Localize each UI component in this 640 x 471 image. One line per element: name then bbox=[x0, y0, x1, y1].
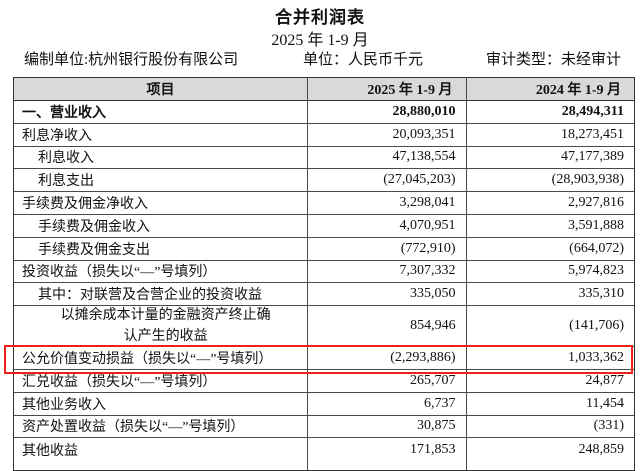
report-title: 合并利润表 bbox=[275, 8, 365, 27]
table-row: 手续费及佣金支出 (772,910) (664,072) bbox=[14, 237, 634, 261]
row-value-2024: (664,072) bbox=[465, 237, 634, 260]
row-value-2024: 11,454 bbox=[465, 392, 634, 415]
row-value-2025: (27,045,203) bbox=[307, 169, 465, 192]
table-row: 公允价值变动损益（损失以“—”号填列） (2,293,886) 1,033,36… bbox=[4, 345, 634, 374]
column-header-2025: 2025 年 1-9 月 bbox=[307, 78, 466, 100]
row-value-2024: 5,974,823 bbox=[465, 260, 634, 283]
row-value-2024: 1,033,362 bbox=[465, 347, 634, 369]
row-value-2024: 24,877 bbox=[465, 369, 634, 392]
row-value-2024: 2,927,816 bbox=[465, 192, 634, 214]
row-value-2025: 28,880,010 bbox=[307, 101, 466, 123]
row-label: 其中：对联营及合营企业的投资收益 bbox=[38, 288, 262, 304]
row-value-2025: 265,707 bbox=[307, 369, 466, 392]
row-label: 手续费及佣金净收入 bbox=[22, 197, 148, 213]
cutoff-row-value-2025 bbox=[307, 461, 466, 471]
table-row: 投资收益（损失以“—”号填列） 7,307,332 5,974,823 bbox=[14, 260, 634, 284]
row-value-2025: 3,298,041 bbox=[307, 192, 466, 214]
row-label: 手续费及佣金支出 bbox=[38, 242, 150, 258]
row-value-2025: 47,138,554 bbox=[307, 146, 465, 169]
column-header-2024: 2024 年 1-9 月 bbox=[465, 78, 634, 100]
prepared-by-label: 编制单位:杭州银行股份有限公司 bbox=[24, 52, 239, 68]
row-label: 其他业务收入 bbox=[22, 397, 106, 413]
row-value-2025: 7,307,332 bbox=[307, 260, 466, 283]
cutoff-row bbox=[14, 461, 634, 471]
row-value-2024: (141,706) bbox=[465, 306, 634, 347]
row-label: 其他收益 bbox=[22, 443, 78, 459]
cutoff-row-value-2024 bbox=[465, 461, 634, 471]
row-value-2024: (331) bbox=[465, 415, 634, 438]
column-header-item: 项目 bbox=[146, 83, 175, 98]
row-label: 一、营业收入 bbox=[22, 105, 106, 121]
table-row: 以摊余成本计量的金融资产终止确认产生的收益 854,946 (141,706) bbox=[14, 306, 634, 348]
row-value-2025: (2,293,886) bbox=[307, 347, 466, 369]
table-row: 其他收益 171,853 248,859 bbox=[14, 438, 634, 462]
row-value-2024: (28,903,938) bbox=[465, 169, 634, 192]
row-value-2025: 30,875 bbox=[307, 415, 466, 438]
audit-type-label: 审计类型：未经审计 bbox=[486, 52, 622, 68]
table-row: 手续费及佣金净收入 3,298,041 2,927,816 bbox=[14, 192, 634, 215]
row-label: 资产处置收益（损失以“—”号填列） bbox=[22, 420, 245, 436]
row-label: 以摊余成本计量的金融资产终止确认产生的收益 bbox=[60, 308, 271, 345]
row-value-2025: 171,853 bbox=[307, 438, 466, 462]
row-value-2024: 18,273,451 bbox=[465, 123, 634, 146]
row-value-2025: 6,737 bbox=[307, 392, 466, 415]
cutoff-row-label bbox=[14, 461, 307, 470]
row-label: 利息净收入 bbox=[22, 128, 92, 144]
row-value-2025: (772,910) bbox=[307, 237, 465, 260]
table-row: 其他业务收入 6,737 11,454 bbox=[14, 392, 634, 416]
row-label: 投资收益（损失以“—”号填列） bbox=[22, 265, 217, 281]
row-label: 公允价值变动损益（损失以“—”号填列） bbox=[22, 352, 273, 368]
table-row: 利息支出 (27,045,203) (28,903,938) bbox=[14, 169, 634, 193]
meta-row: 编制单位:杭州银行股份有限公司 单位：人民币千元 审计类型：未经审计 bbox=[0, 48, 640, 68]
table-row: 其中：对联营及合营企业的投资收益 335,050 335,310 bbox=[14, 283, 634, 307]
row-value-2024: 3,591,888 bbox=[465, 214, 634, 237]
row-value-2025: 4,070,951 bbox=[307, 214, 465, 237]
table-header-row: 项目 2025 年 1-9 月 2024 年 1-9 月 bbox=[14, 78, 634, 101]
row-label: 利息收入 bbox=[38, 151, 94, 167]
currency-unit-label: 单位：人民币千元 bbox=[303, 52, 424, 68]
table-row: 利息收入 47,138,554 47,177,389 bbox=[14, 146, 634, 170]
report-period: 2025 年 1-9 月 bbox=[271, 32, 369, 49]
row-value-2024: 248,859 bbox=[465, 438, 634, 462]
table-row: 利息净收入 20,093,351 18,273,451 bbox=[14, 123, 634, 147]
row-value-2025: 854,946 bbox=[307, 306, 465, 347]
table-body: 一、营业收入 28,880,010 28,494,311 利息净收入 20,09… bbox=[4, 101, 634, 462]
table-row: 一、营业收入 28,880,010 28,494,311 bbox=[14, 101, 634, 124]
row-label: 手续费及佣金收入 bbox=[38, 219, 150, 235]
income-statement-table: 项目 2025 年 1-9 月 2024 年 1-9 月 一、营业收入 28,8… bbox=[4, 77, 635, 471]
row-value-2025: 20,093,351 bbox=[307, 123, 466, 146]
row-value-2024: 28,494,311 bbox=[465, 101, 634, 123]
row-label: 利息支出 bbox=[38, 174, 94, 190]
row-label: 汇兑收益（损失以“—”号填列） bbox=[22, 374, 217, 390]
table-row: 汇兑收益（损失以“—”号填列） 265,707 24,877 bbox=[14, 369, 634, 393]
row-value-2024: 47,177,389 bbox=[465, 146, 634, 169]
row-value-2025: 335,050 bbox=[307, 283, 465, 306]
table-row: 资产处置收益（损失以“—”号填列） 30,875 (331) bbox=[14, 415, 634, 439]
table-row: 手续费及佣金收入 4,070,951 3,591,888 bbox=[14, 214, 634, 238]
row-value-2024: 335,310 bbox=[465, 283, 634, 306]
